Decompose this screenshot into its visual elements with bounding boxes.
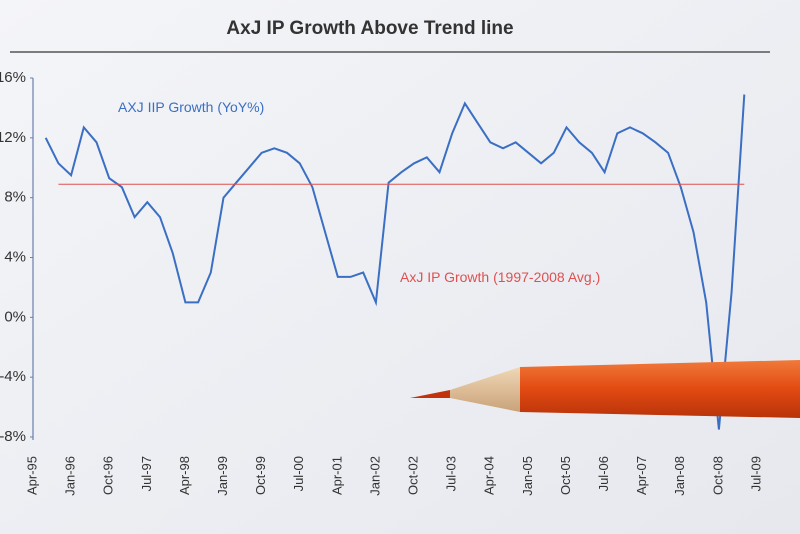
x-tick-label: Apr-04: [482, 456, 497, 495]
x-tick-label: Jul-97: [139, 456, 154, 491]
legend-label: AxJ IP Growth (1997-2008 Avg.): [400, 269, 600, 285]
chart-title: AxJ IP Growth Above Trend line: [226, 18, 513, 39]
x-tick-label: Oct-99: [253, 456, 268, 495]
x-tick-label: Apr-98: [177, 456, 192, 495]
plot: 16% 12% 8% 4% 0% -4% -8% Apr-95 Jan-96 Oct-96 Jul-…: [0, 69, 763, 496]
x-tick-label: Oct-08: [710, 456, 725, 495]
x-tick-label: Apr-95: [24, 456, 39, 495]
x-tick-label: Jul-09: [748, 456, 763, 491]
x-tick-label: Jan-08: [672, 456, 687, 496]
pencil-tip: [410, 390, 450, 398]
x-tick-label: Jan-96: [63, 456, 78, 496]
y-tick-label: 8%: [4, 189, 26, 206]
pencil-wood: [450, 367, 520, 412]
y-tick-label: 12%: [0, 129, 26, 146]
x-tick-label: Jan-05: [520, 456, 535, 496]
y-tick-label: -4%: [0, 368, 26, 385]
x-tick-label: Apr-01: [329, 456, 344, 495]
x-tick-label: Jan-02: [367, 456, 382, 496]
x-tick-label: Apr-07: [634, 456, 649, 495]
y-tick-label: 16%: [0, 69, 26, 86]
x-tick-label: Jul-06: [596, 456, 611, 491]
y-tick-label: 4%: [4, 248, 26, 265]
x-tick-label: Oct-96: [101, 456, 116, 495]
x-tick-label: Jul-03: [444, 456, 459, 491]
x-tick-label: Jan-99: [215, 456, 230, 496]
y-tick-label: 0%: [4, 308, 26, 325]
pencil: [410, 360, 800, 418]
series-line: [44, 94, 746, 430]
x-tick-label: Oct-05: [558, 456, 573, 495]
y-tick-label: -8%: [0, 428, 26, 445]
x-tick-label: Jul-00: [291, 456, 306, 491]
legend-label: AXJ IIP Growth (YoY%): [118, 99, 264, 115]
pencil-body: [520, 360, 800, 418]
x-tick-label: Oct-02: [405, 456, 420, 495]
